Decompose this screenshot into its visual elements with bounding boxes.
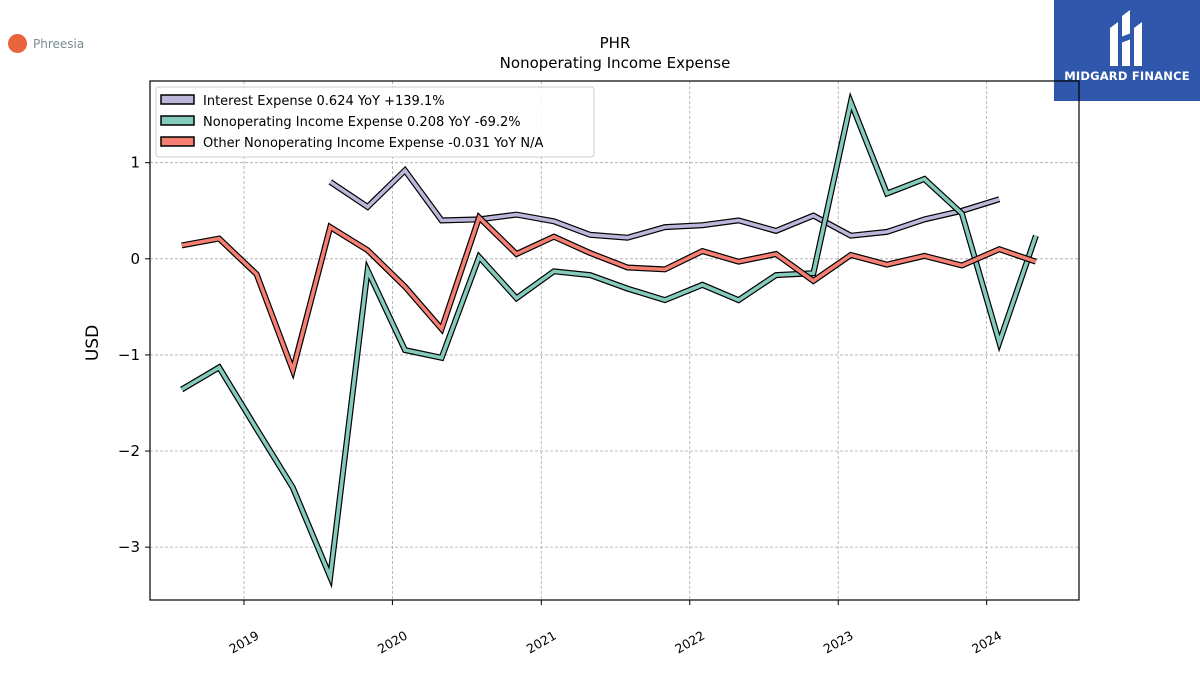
legend-label: Other Nonoperating Income Expense -0.031… <box>203 136 543 151</box>
legend-swatch <box>160 115 195 126</box>
phreesia-label: Phreesia <box>33 36 85 51</box>
series-line <box>329 167 1000 240</box>
phreesia-brand: Phreesia <box>8 34 84 53</box>
y-axis-label: USD <box>83 325 103 361</box>
midgard-brand: MIDGARD FINANCE <box>1054 0 1200 101</box>
y-tick-label: −1 <box>118 346 140 364</box>
chart-title: PHR <box>600 34 631 52</box>
series-2 <box>181 212 1037 381</box>
x-tick-label: 2022 <box>672 628 707 657</box>
series-line-outline <box>181 212 1037 381</box>
y-tick-label: 0 <box>130 250 140 268</box>
x-tick-label: 2020 <box>375 628 410 657</box>
midgard-logo-mark-icon <box>1110 10 1142 66</box>
y-tick-label: 1 <box>130 154 140 172</box>
series-0 <box>328 165 1001 241</box>
x-tick-label: 2023 <box>821 628 856 657</box>
legend-label: Interest Expense 0.624 YoY +139.1% <box>203 94 445 109</box>
x-tick-label: 2019 <box>226 628 261 657</box>
legend-box <box>155 86 595 158</box>
series-line <box>181 214 1037 377</box>
series-line <box>180 95 1038 584</box>
series-1 <box>180 91 1039 589</box>
legend-swatch <box>160 136 195 147</box>
midgard-label: MIDGARD FINANCE <box>1064 69 1190 83</box>
y-tick-label: −3 <box>118 538 140 556</box>
phreesia-logo-dot-icon <box>8 34 27 53</box>
series-line-outline <box>180 91 1039 589</box>
chart-subtitle: Nonoperating Income Expense <box>500 54 731 72</box>
x-tick-label: 2024 <box>969 628 1004 657</box>
legend-swatch <box>160 94 195 105</box>
legend-label: Nonoperating Income Expense 0.208 YoY -6… <box>203 115 521 130</box>
plot-frame <box>149 80 1080 601</box>
y-tick-label: −2 <box>118 442 140 460</box>
x-tick-label: 2021 <box>524 628 559 657</box>
